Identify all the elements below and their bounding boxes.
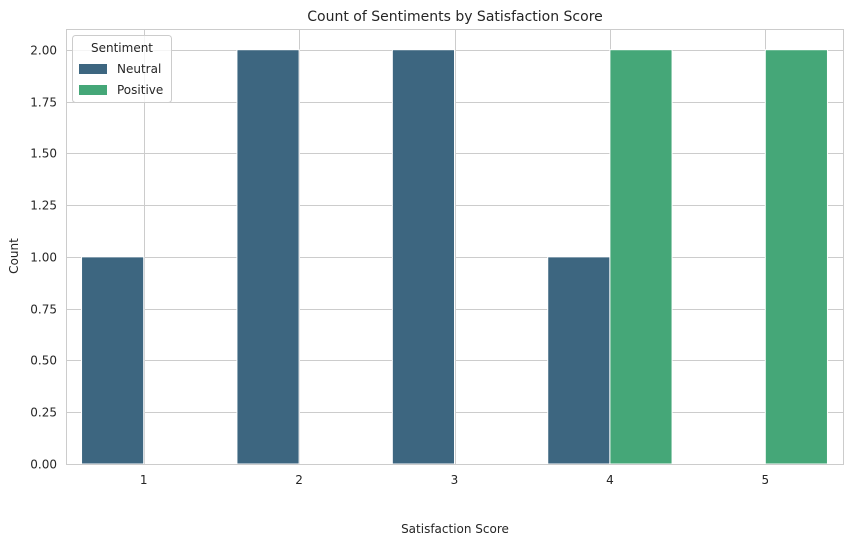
y-tick-label: 2.00 xyxy=(30,44,57,58)
legend-label-neutral: Neutral xyxy=(117,62,161,76)
bar-neutral-3 xyxy=(391,49,455,465)
y-tick-labels: 0.00 0.25 0.50 0.75 1.00 1.25 1.50 1.75 2.00 xyxy=(30,44,57,472)
y-tick-label: 0.00 xyxy=(30,458,57,472)
bar-positive-5 xyxy=(764,49,828,465)
x-axis-label: Satisfaction Score xyxy=(401,522,509,536)
x-tick-label: 3 xyxy=(451,473,459,487)
chart-title: Count of Sentiments by Satisfaction Scor… xyxy=(307,9,603,25)
bar-neutral-4 xyxy=(547,256,611,465)
legend-swatch-positive xyxy=(79,85,107,95)
y-tick-label: 1.50 xyxy=(30,147,57,161)
y-tick-label: 1.00 xyxy=(30,251,57,265)
legend-swatch-neutral xyxy=(79,64,107,74)
y-axis-label: Count xyxy=(7,238,21,274)
x-tick-labels: 1 2 3 4 5 xyxy=(140,473,769,487)
x-tick-label: 4 xyxy=(606,473,614,487)
x-tick-label: 2 xyxy=(295,473,303,487)
bar-neutral-1 xyxy=(81,256,145,465)
y-tick-label: 0.50 xyxy=(30,354,57,368)
y-tick-label: 0.25 xyxy=(30,406,57,420)
legend-label-positive: Positive xyxy=(117,83,163,97)
bar-positive-4 xyxy=(609,49,673,465)
y-tick-label: 1.75 xyxy=(30,96,57,110)
x-tick-label: 1 xyxy=(140,473,148,487)
bars-layer xyxy=(81,49,828,465)
y-tick-label: 0.75 xyxy=(30,303,57,317)
y-tick-label: 1.25 xyxy=(30,199,57,213)
plot-frame xyxy=(66,29,844,465)
x-tick-label: 5 xyxy=(761,473,769,487)
legend: Sentiment Neutral Positive xyxy=(72,35,172,103)
bar-neutral-2 xyxy=(236,49,300,465)
legend-title: Sentiment xyxy=(91,41,153,55)
